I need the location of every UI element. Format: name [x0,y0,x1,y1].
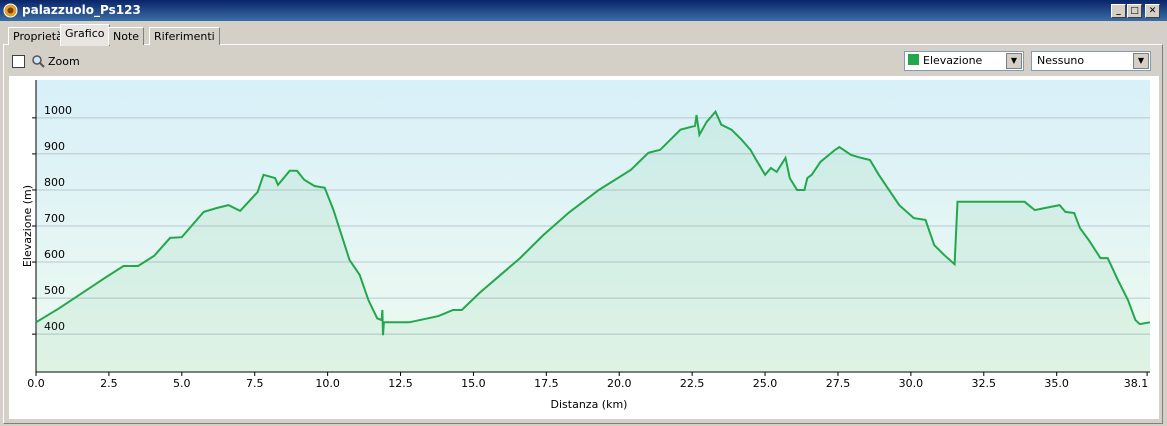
x-tick-label: 10.0 [315,377,340,390]
legend-swatch [908,54,919,65]
y-tick-label: 500 [44,284,65,297]
app-icon [3,3,18,18]
series-dropdown[interactable]: Elevazione ▼ [904,51,1024,71]
x-tick-label: 35.0 [1044,377,1069,390]
x-tick-label: 20.0 [607,377,632,390]
minimize-button[interactable]: _ [1111,4,1126,18]
x-axis-title: Distanza (km) [551,398,628,411]
close-button[interactable]: ✕ [1145,4,1160,18]
x-tick-label: 5.0 [173,377,191,390]
x-tick-label: 32.5 [972,377,997,390]
title-bar: palazzuolo_Ps123 _ □ ✕ [0,0,1167,21]
y-tick-label: 400 [44,320,65,333]
x-tick-label: 12.5 [388,377,413,390]
x-tick-label: 25.0 [753,377,778,390]
y-tick-label: 700 [44,212,65,225]
tab[interactable]: Proprietà [8,27,68,45]
x-tick-label: 7.5 [246,377,264,390]
window-title: palazzuolo_Ps123 [22,3,141,17]
zoom-label: Zoom [48,55,80,68]
legend-label: Elevazione [923,54,983,67]
tab-active[interactable]: Grafico [60,24,110,46]
y-tick-label: 600 [44,248,65,261]
x-tick-label: 2.5 [100,377,118,390]
tab[interactable]: Note [108,27,145,45]
y-tick-label: 900 [44,140,65,153]
x-tick-label: 38.1 [1124,377,1149,390]
x-tick-label: 30.0 [899,377,924,390]
x-tick-label: 27.5 [826,377,851,390]
y-tick-label: 800 [44,176,65,189]
dropdown-arrow: ▼ [1133,53,1149,69]
chart: Elevazione (m) Distanza (km) 400 500 600 70… [9,76,1159,419]
maximize-button[interactable]: □ [1127,4,1142,18]
y-axis-title: Elevazione (m) [21,185,34,267]
dropdown-label: Nessuno [1037,54,1085,67]
dropdown-arrow: ▼ [1006,53,1022,69]
x-tick-label: 17.5 [534,377,559,390]
secondary-dropdown[interactable]: Nessuno ▼ [1031,51,1151,71]
tab[interactable]: Riferimenti [149,27,220,45]
area-fill [36,111,1150,372]
x-tick-label: 15.0 [461,377,486,390]
y-tick-label: 1000 [44,104,72,117]
x-tick-label: 22.5 [680,377,705,390]
elevation-line [35,109,1151,336]
x-tick-label: 0.0 [27,377,45,390]
zoom-checkbox[interactable] [12,55,25,68]
tab-panel [3,44,1163,424]
zoom-icon [32,55,45,68]
